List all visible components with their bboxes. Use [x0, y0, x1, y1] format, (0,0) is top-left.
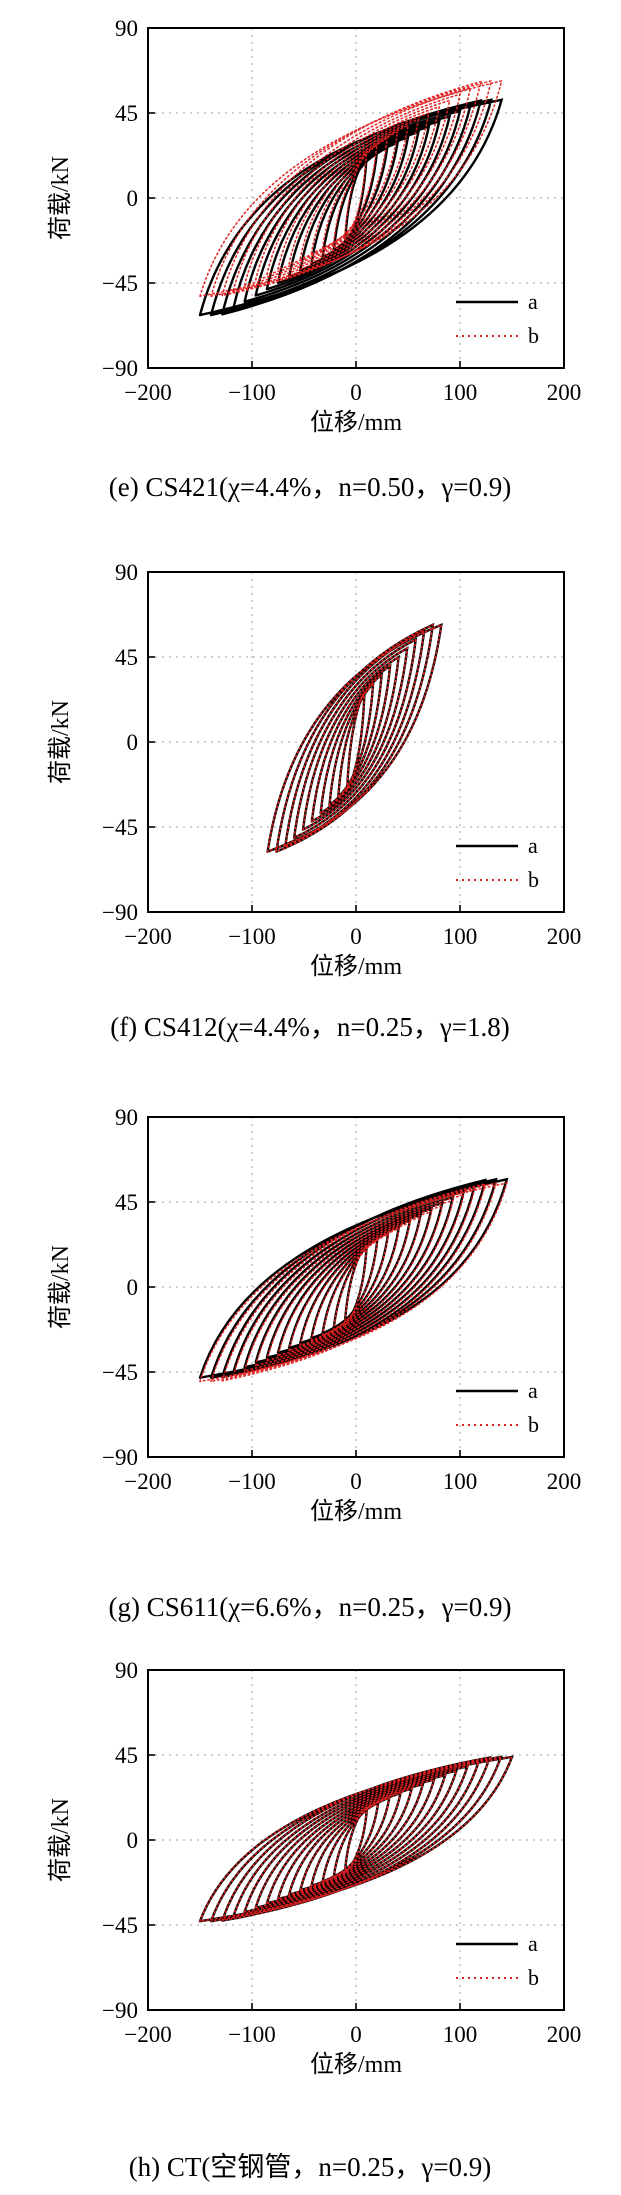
- y-tick-label: 0: [127, 730, 139, 755]
- x-tick-label: 0: [350, 380, 362, 405]
- figure-caption-3: (h) CT(空钢管，n=0.25，γ=0.9): [129, 2152, 492, 2182]
- y-tick-label: −45: [102, 271, 138, 296]
- figure-caption-1: (f) CS412(χ=4.4%，n=0.25，γ=1.8): [110, 1012, 510, 1042]
- legend-b-label: b: [528, 1965, 539, 1990]
- x-tick-label: 0: [350, 924, 362, 949]
- series-b-line: [199, 79, 503, 297]
- x-tick-label: 100: [443, 1469, 478, 1494]
- y-tick-label: 90: [115, 1105, 138, 1130]
- y-tick-label: −90: [102, 1445, 138, 1470]
- y-tick-label: 0: [127, 186, 139, 211]
- y-tick-label: −45: [102, 1913, 138, 1938]
- hysteresis-curves: [198, 79, 504, 317]
- y-tick-label: 45: [115, 645, 138, 670]
- x-tick-label: −200: [124, 380, 171, 405]
- x-tick-label: 0: [350, 1469, 362, 1494]
- y-tick-label: 90: [115, 16, 138, 41]
- hysteresis-curves: [266, 622, 443, 853]
- series-b-line: [266, 623, 443, 853]
- figure-caption-2: (g) CS611(χ=6.6%，n=0.25，γ=0.9): [108, 1592, 511, 1622]
- y-tick-label: −90: [102, 1998, 138, 2023]
- y-axis-label: 荷载/kN: [47, 156, 74, 240]
- x-tick-label: 200: [547, 924, 582, 949]
- y-tick-label: 45: [115, 101, 138, 126]
- y-tick-label: 0: [127, 1828, 139, 1853]
- series-b-line: [199, 1182, 508, 1383]
- x-axis-label: 位移/mm: [310, 409, 402, 436]
- x-tick-label: 100: [443, 2022, 478, 2047]
- x-tick-label: 100: [443, 924, 478, 949]
- legend-b-label: b: [528, 867, 539, 892]
- series-a-line: [198, 1177, 509, 1379]
- y-tick-label: −45: [102, 1360, 138, 1385]
- y-axis-label: 荷载/kN: [47, 1245, 74, 1329]
- x-tick-label: 100: [443, 380, 478, 405]
- x-tick-label: −100: [228, 1469, 275, 1494]
- chart-panel-2: −200 −100 0 100 200 −90 −45 0 45 90 位移/mm 荷载/kN ab: [47, 1105, 581, 1525]
- hysteresis-curves: [198, 1177, 509, 1383]
- x-tick-label: −200: [124, 924, 171, 949]
- legend-a-label: a: [528, 1378, 538, 1403]
- x-tick-label: −200: [124, 1469, 171, 1494]
- y-tick-label: −45: [102, 815, 138, 840]
- legend-a-label: a: [528, 289, 538, 314]
- x-tick-label: 0: [350, 2022, 362, 2047]
- x-axis-label: 位移/mm: [310, 2051, 402, 2078]
- x-tick-label: −100: [228, 380, 275, 405]
- series-a-line: [266, 622, 443, 853]
- y-tick-label: 90: [115, 560, 138, 585]
- y-tick-label: 45: [115, 1743, 138, 1768]
- chart-panel-3: −200 −100 0 100 200 −90 −45 0 45 90 位移/mm 荷载/kN ab: [47, 1658, 581, 2078]
- x-axis-label: 位移/mm: [310, 1498, 402, 1525]
- y-tick-label: 0: [127, 1275, 139, 1300]
- figure-caption-0: (e) CS421(χ=4.4%，n=0.50，γ=0.9): [109, 472, 512, 502]
- legend-b-label: b: [528, 323, 539, 348]
- chart-panel-1: −200 −100 0 100 200 −90 −45 0 45 90 位移/mm 荷载/kN ab: [47, 560, 581, 980]
- x-tick-label: −200: [124, 2022, 171, 2047]
- x-axis-label: 位移/mm: [310, 953, 402, 980]
- chart-panel-0: −200 −100 0 100 200 −90 −45 0 45 90 位移/mm 荷载/kN ab: [47, 16, 581, 436]
- x-tick-label: 200: [547, 2022, 582, 2047]
- y-tick-label: −90: [102, 900, 138, 925]
- x-tick-label: −100: [228, 2022, 275, 2047]
- legend-a-label: a: [528, 1931, 538, 1956]
- x-tick-label: −100: [228, 924, 275, 949]
- hysteresis-curves: [198, 1755, 514, 1923]
- y-tick-label: −90: [102, 356, 138, 381]
- legend-b-label: b: [528, 1412, 539, 1437]
- x-tick-label: 200: [547, 380, 582, 405]
- x-tick-label: 200: [547, 1469, 582, 1494]
- series-b-line: [199, 1755, 514, 1922]
- legend-a-label: a: [528, 833, 538, 858]
- y-tick-label: 45: [115, 1190, 138, 1215]
- y-tick-label: 90: [115, 1658, 138, 1683]
- y-axis-label: 荷载/kN: [47, 700, 74, 784]
- y-axis-label: 荷载/kN: [47, 1798, 74, 1882]
- series-a-line: [198, 98, 504, 317]
